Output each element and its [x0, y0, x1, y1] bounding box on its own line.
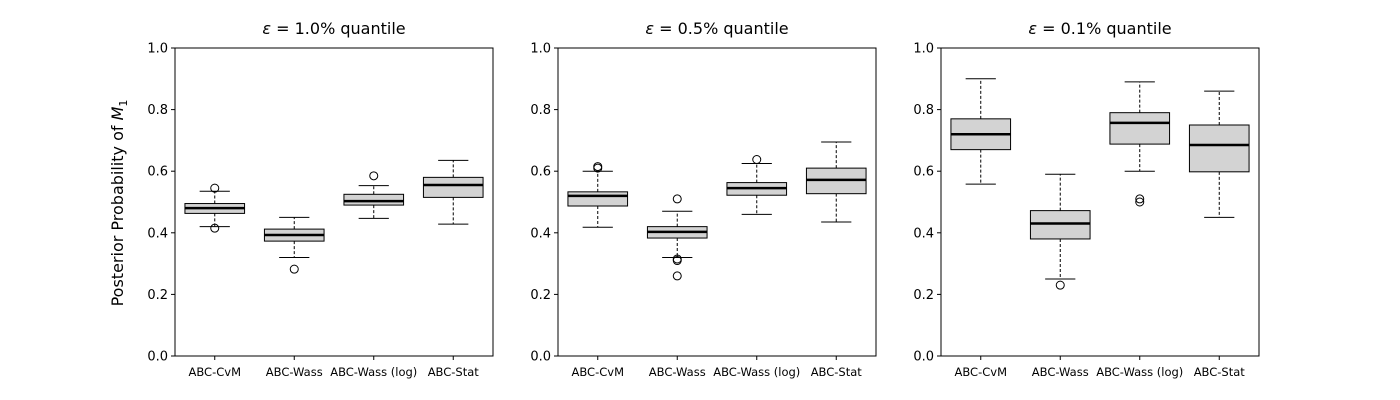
box-rect	[1188, 124, 1250, 173]
y-tick-label: 0.8	[530, 103, 551, 118]
x-tick-label: ABC-Wass	[266, 365, 323, 379]
title-text: = 0.1% quantile	[1037, 19, 1172, 38]
y-tick-label: 0.8	[913, 103, 934, 118]
y-tick-label: 0.2	[147, 288, 168, 303]
outlier-point	[210, 183, 220, 193]
plot-frame	[557, 47, 877, 357]
panel-title: ε = 0.1% quantile	[1028, 19, 1171, 38]
title-symbol: ε	[1028, 19, 1037, 38]
outlier-point	[210, 223, 220, 233]
y-tick-label: 0.0	[530, 350, 551, 365]
x-tick-label: ABC-CvM	[572, 365, 625, 379]
x-tick-label: ABC-Wass	[1032, 365, 1089, 379]
panel-title: ε = 1.0% quantile	[262, 19, 405, 38]
outlier-point	[672, 194, 682, 204]
panel-title: ε = 0.5% quantile	[645, 19, 788, 38]
y-tick-label: 0.0	[147, 350, 168, 365]
y-tick-label: 0.2	[913, 288, 934, 303]
y-tick-label: 0.0	[913, 350, 934, 365]
panel-2: ε = 0.5% quantile 0.0 0.2 0.4 0.6 0.8 1.0 ABC-C…	[530, 19, 877, 379]
box-4	[422, 159, 484, 225]
box-1	[184, 183, 246, 233]
y-axis-label: Posterior Probability of M1	[108, 100, 130, 307]
box-rect	[422, 176, 484, 198]
box-3	[726, 154, 788, 215]
y-tick-label: 0.6	[147, 165, 168, 180]
x-tick-label: ABC-Wass (log)	[713, 365, 800, 379]
box-rect	[343, 193, 405, 206]
box-rect	[1109, 112, 1171, 145]
y-tick-label: 0.8	[147, 103, 168, 118]
y-tick-label: 0.4	[530, 226, 551, 241]
x-tick-label: ABC-CvM	[955, 365, 1008, 379]
y-tick-label: 0.4	[147, 226, 168, 241]
outlier-point	[369, 171, 379, 181]
outlier-point	[593, 162, 603, 172]
y-tick-label: 0.6	[913, 165, 934, 180]
box-3	[343, 171, 405, 219]
y-tick-label: 0.6	[530, 165, 551, 180]
outlier-point	[1135, 194, 1145, 204]
box-2	[263, 216, 325, 274]
x-tick-label: ABC-CvM	[189, 365, 242, 379]
x-tick-label: ABC-Wass (log)	[1096, 365, 1183, 379]
panel-3: ε = 0.1% quantile 0.0 0.2 0.4 0.6 0.8 1.0 ABC-C…	[913, 19, 1260, 379]
outlier-point	[672, 271, 682, 281]
outlier-point	[1055, 280, 1065, 290]
x-tick-label: ABC-Wass (log)	[330, 365, 417, 379]
x-tick-label: ABC-Stat	[428, 365, 480, 379]
box-1	[567, 162, 629, 228]
box-4	[1188, 90, 1250, 218]
outlier-point	[752, 154, 762, 164]
title-text: = 1.0% quantile	[271, 19, 406, 38]
x-tick-label: ABC-Wass	[649, 365, 706, 379]
box-4	[805, 141, 867, 223]
box-2	[1029, 173, 1091, 290]
title-text: = 0.5% quantile	[654, 19, 789, 38]
box-1	[950, 78, 1012, 185]
y-tick-label: 0.4	[913, 226, 934, 241]
y-tick-label: 1.0	[147, 42, 168, 57]
box-2	[646, 194, 708, 281]
outlier-point	[1135, 197, 1145, 207]
title-symbol: ε	[262, 19, 271, 38]
y-tick-label: 1.0	[530, 42, 551, 57]
plot-frame	[940, 47, 1260, 357]
x-tick-label: ABC-Stat	[811, 365, 863, 379]
y-tick-label: 0.2	[530, 288, 551, 303]
outlier-point	[289, 264, 299, 274]
outlier-point	[672, 254, 682, 264]
title-symbol: ε	[645, 19, 654, 38]
box-rect	[567, 191, 629, 207]
box-3	[1109, 81, 1171, 207]
x-tick-label: ABC-Stat	[1194, 365, 1246, 379]
plot-frame	[174, 47, 494, 357]
chart-panels: ε = 1.0% quantile 0.0 0.2 0.4 0.6 0.8 1.0 ABC-C…	[147, 19, 1260, 379]
y-tick-label: 1.0	[913, 42, 934, 57]
panel-1: ε = 1.0% quantile 0.0 0.2 0.4 0.6 0.8 1.0 ABC-C…	[147, 19, 494, 379]
